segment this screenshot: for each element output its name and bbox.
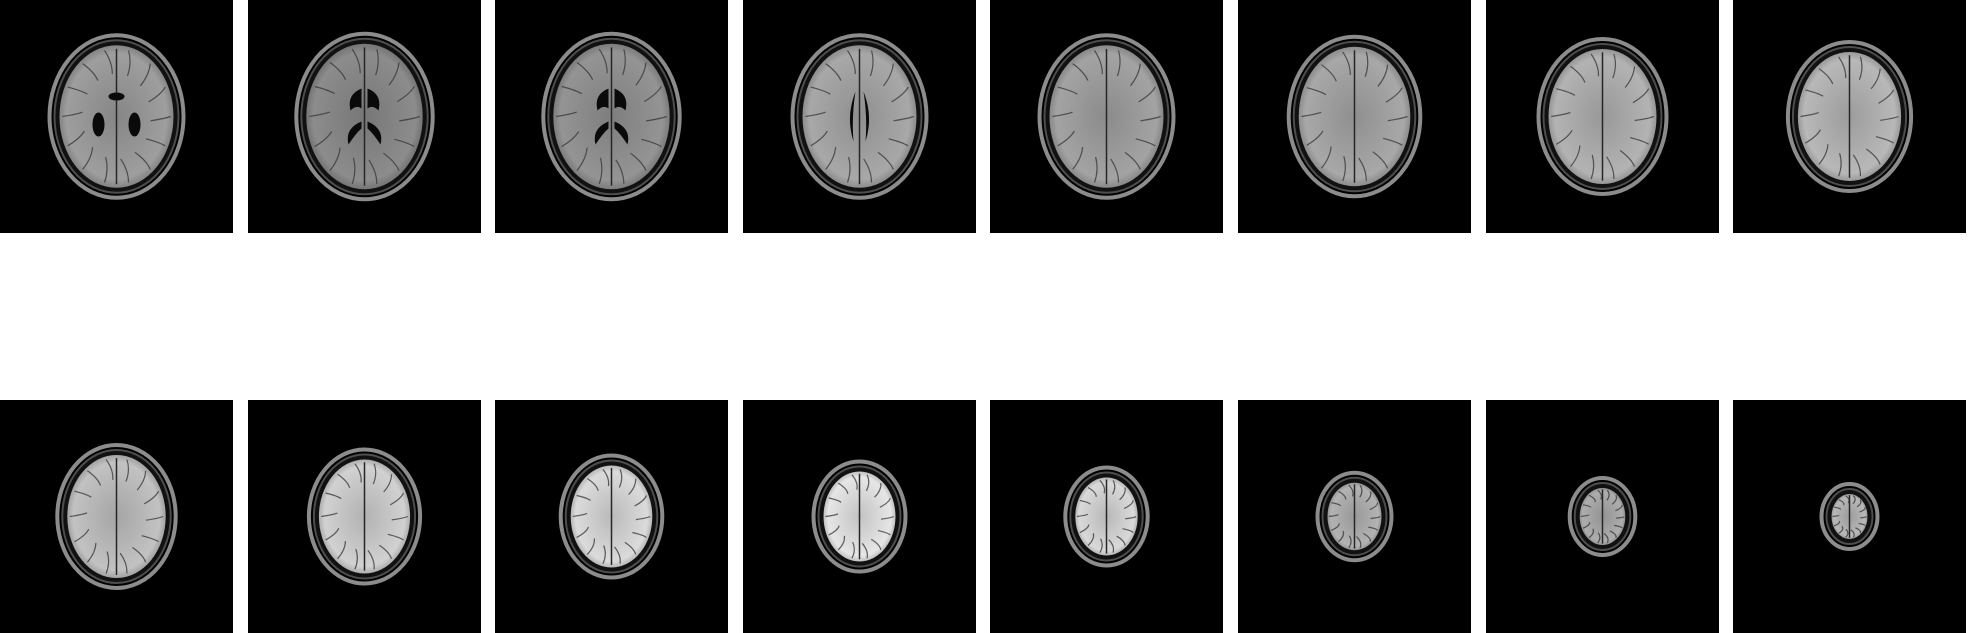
scalp-outline [811, 459, 908, 574]
mri-slice-panel [248, 0, 481, 233]
scalp-outline [1785, 40, 1914, 193]
mri-slice-panel [1238, 400, 1471, 633]
scalp-outline [1315, 470, 1394, 563]
mri-slice-image [1785, 40, 1914, 193]
mri-slice-panel [1733, 400, 1966, 633]
lateral-ventricles [594, 88, 629, 145]
sulci-pattern [321, 463, 409, 570]
mri-slice-panel [248, 400, 481, 633]
mri-slice-image [1819, 482, 1880, 551]
mri-slice-image [55, 443, 178, 590]
sulci-pattern [825, 474, 894, 559]
mri-slice-image [1286, 34, 1423, 199]
sulci-pattern [1076, 479, 1137, 553]
mri-slice-image [306, 447, 423, 586]
scalp-outline [558, 453, 665, 580]
mri-slice-panel [1238, 0, 1471, 233]
slice-row-top [0, 0, 1970, 233]
mri-slice-image [811, 459, 908, 574]
mri-slice-image [1567, 476, 1638, 557]
mri-slice-panel [1733, 0, 1966, 233]
scalp-outline [47, 33, 186, 200]
lateral-ventricles [849, 91, 870, 142]
scalp-outline [790, 33, 929, 200]
sulci-pattern [1052, 50, 1161, 183]
sulci-pattern [69, 459, 164, 574]
mri-slice-image [1063, 465, 1150, 568]
mri-slice-image [558, 453, 665, 580]
sulci-pattern [309, 48, 420, 185]
mri-slice-panel [495, 400, 728, 633]
mri-slice-panel [743, 400, 976, 633]
sulci-pattern [1301, 51, 1408, 182]
sulci-pattern [1551, 53, 1655, 180]
sulci-pattern [556, 48, 667, 185]
mri-slice-image [1536, 37, 1669, 196]
mri-slice-image [541, 31, 682, 202]
scalp-outline [1536, 37, 1669, 196]
mri-slice-image [1037, 33, 1176, 200]
lateral-ventricles [347, 88, 382, 145]
scalp-outline [1037, 33, 1176, 200]
sulci-pattern [572, 468, 651, 564]
sulci-pattern [62, 50, 171, 183]
mri-slice-panel [495, 0, 728, 233]
mri-slice-panel [0, 400, 233, 633]
mri-slice-panel [990, 400, 1223, 633]
mri-slice-image [294, 31, 435, 202]
lateral-ventricles [92, 92, 141, 137]
mri-slice-panel [1486, 0, 1719, 233]
mri-slice-image [790, 33, 929, 200]
sulci-pattern [1800, 56, 1899, 177]
sulci-pattern [1328, 484, 1381, 549]
mri-slice-panel [1486, 400, 1719, 633]
scalp-outline [541, 31, 682, 202]
scalp-outline [294, 31, 435, 202]
mri-slice-panel [0, 0, 233, 233]
sulci-pattern [805, 50, 914, 183]
scalp-outline [306, 447, 423, 586]
mri-slice-image [47, 33, 186, 200]
mri-slice-panel [743, 0, 976, 233]
sulci-pattern [1580, 489, 1625, 544]
mri-slice-image [1315, 470, 1394, 563]
scalp-outline [55, 443, 178, 590]
scalp-outline [1286, 34, 1423, 199]
slice-row-bottom [0, 400, 1970, 633]
scalp-outline [1567, 476, 1638, 557]
scalp-outline [1063, 465, 1150, 568]
mri-slice-panel [990, 0, 1223, 233]
scalp-outline [1819, 482, 1880, 551]
